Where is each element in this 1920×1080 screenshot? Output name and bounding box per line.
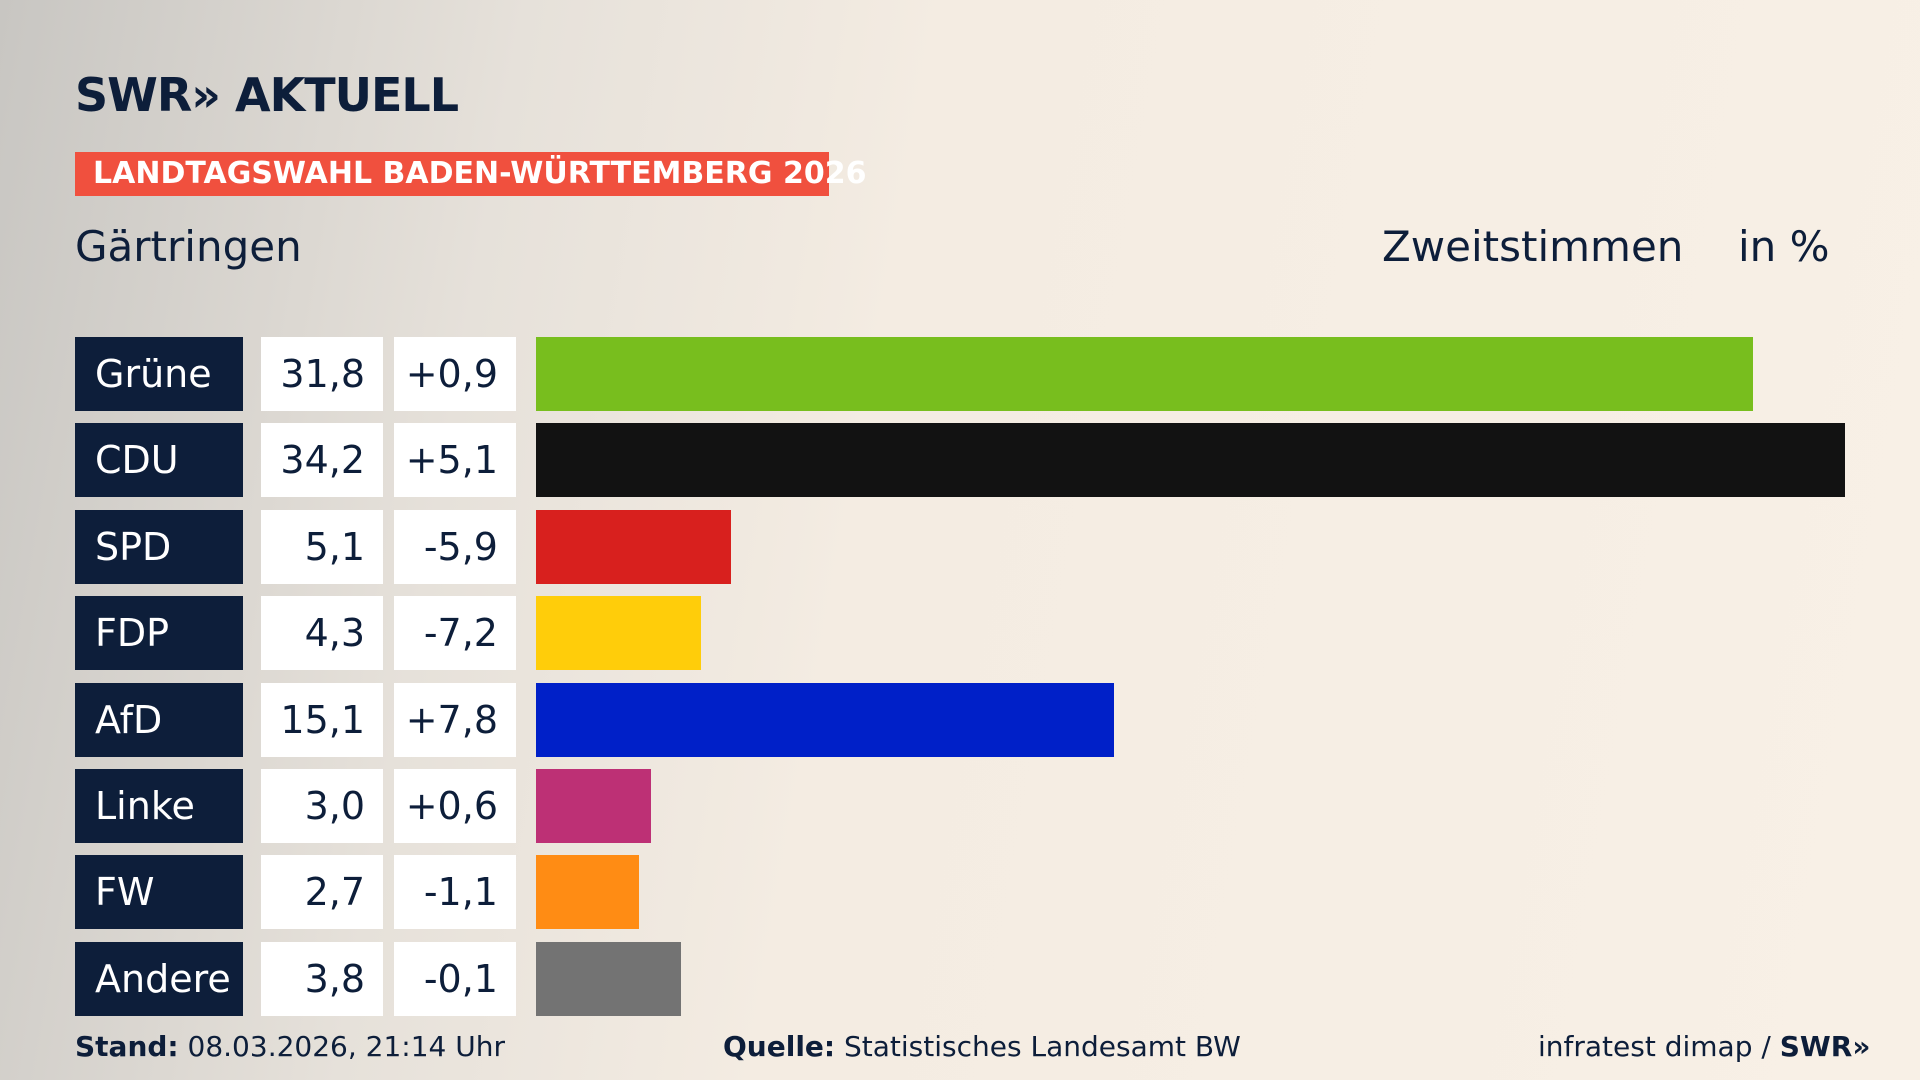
stand-value: 08.03.2026, 21:14 Uhr xyxy=(187,1030,505,1063)
value-label: 34,2 xyxy=(261,423,383,498)
credit-text: infratest dimap / xyxy=(1538,1030,1780,1063)
party-label: Linke xyxy=(75,769,243,843)
credit: infratest dimap / SWR» xyxy=(1538,1030,1870,1063)
election-banner: LANDTAGSWAHL BADEN-WÜRTTEMBERG 2026 xyxy=(75,152,866,196)
diff-label: -7,2 xyxy=(394,596,516,671)
chart-row: AfD 15,1 +7,8 xyxy=(0,682,1920,757)
chart-row: Linke 3,0 +0,6 xyxy=(0,769,1920,843)
chart-row: CDU 34,2 +5,1 xyxy=(0,423,1920,498)
bar-linke xyxy=(536,769,651,843)
swr-aktuell-logo: SWR» AKTUELL xyxy=(75,68,459,122)
stand-label: Stand: xyxy=(75,1030,179,1063)
timestamp: Stand: 08.03.2026, 21:14 Uhr xyxy=(75,1030,505,1063)
diff-label: +5,1 xyxy=(394,423,516,498)
party-label: SPD xyxy=(75,509,243,584)
chart-row: SPD 5,1 -5,9 xyxy=(0,509,1920,584)
bar-grüne xyxy=(536,337,1754,411)
party-label: Grüne xyxy=(75,337,243,411)
bar-fw xyxy=(536,855,640,930)
diff-label: -1,1 xyxy=(394,855,516,930)
party-label: FDP xyxy=(75,596,243,671)
diff-label: -5,9 xyxy=(394,509,516,584)
swr-logo: SWR» xyxy=(1779,1030,1871,1063)
source: Quelle: Statistisches Landesamt BW xyxy=(723,1030,1241,1063)
value-label: 3,8 xyxy=(261,941,383,1016)
metric-label: Zweitstimmen xyxy=(1382,222,1684,271)
bar-andere xyxy=(536,941,682,1016)
source-label: Quelle: xyxy=(723,1030,836,1063)
place-title: Gärtringen xyxy=(75,222,302,271)
diff-label: +0,9 xyxy=(394,337,516,411)
chart-row: FW 2,7 -1,1 xyxy=(0,855,1920,930)
bar-fdp xyxy=(536,596,701,671)
value-label: 15,1 xyxy=(261,682,383,757)
value-label: 3,0 xyxy=(261,769,383,843)
chart-row: Grüne 31,8 +0,9 xyxy=(0,337,1920,411)
value-label: 31,8 xyxy=(261,337,383,411)
party-label: AfD xyxy=(75,682,243,757)
chart-row: Andere 3,8 -0,1 xyxy=(0,941,1920,1016)
bar-afd xyxy=(536,682,1114,757)
value-label: 5,1 xyxy=(261,509,383,584)
chart-row: FDP 4,3 -7,2 xyxy=(0,596,1920,671)
bar-cdu xyxy=(536,423,1845,498)
source-value: Statistisches Landesamt BW xyxy=(844,1030,1241,1063)
party-label: Andere xyxy=(75,941,243,1016)
unit-label: in % xyxy=(1738,222,1830,271)
bar-spd xyxy=(536,509,732,584)
value-label: 2,7 xyxy=(261,855,383,930)
party-label: CDU xyxy=(75,423,243,498)
diff-label: -0,1 xyxy=(394,941,516,1016)
diff-label: +0,6 xyxy=(394,769,516,843)
party-label: FW xyxy=(75,855,243,930)
diff-label: +7,8 xyxy=(394,682,516,757)
value-label: 4,3 xyxy=(261,596,383,671)
